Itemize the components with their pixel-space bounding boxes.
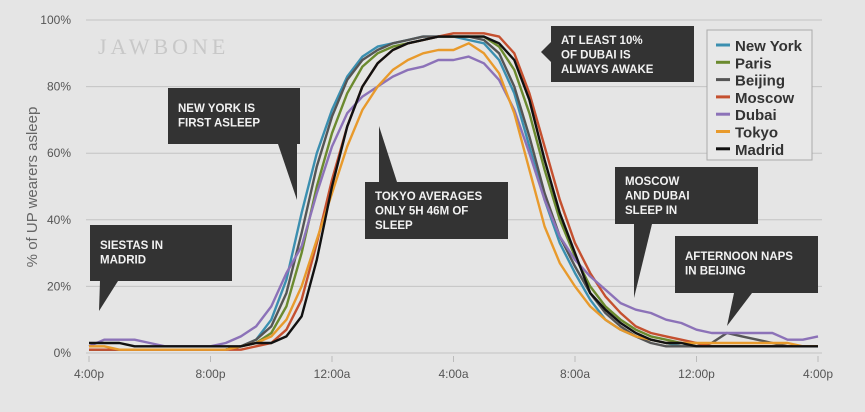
callout-box (168, 88, 300, 144)
legend-item: Beijing (716, 73, 785, 90)
y-tick-label: 0% (54, 346, 72, 360)
x-tick-label: 4:00p (74, 367, 104, 381)
legend-item: Paris (716, 55, 772, 72)
series-lines (88, 32, 819, 351)
series-line-tokyo (89, 42, 818, 351)
annotation-callout: MOSCOW AND DUBAI SLEEP IN (615, 167, 758, 298)
annotation-callout: AT LEAST 10% OF DUBAI IS ALWAYS AWAKE (541, 26, 694, 82)
x-axis-ticks: 4:00p 8:00p 12:00a 4:00a 8:00a 12:00p 4:00p (74, 356, 833, 381)
callout-pointer (278, 144, 297, 200)
annotation-callout: TOKYO AVERAGES ONLY 5H 46M OF SLEEP (365, 126, 508, 239)
callout-pointer (541, 42, 551, 62)
legend-label: Tokyo (735, 125, 778, 142)
callout-pointer (379, 126, 397, 182)
callout-box (551, 26, 694, 82)
callout-pointer (727, 293, 752, 326)
callout-text: MOSCOW (625, 176, 679, 188)
legend-item: Tokyo (716, 125, 778, 142)
callout-text: SIESTAS IN (100, 240, 163, 252)
callout-text: ALWAYS AWAKE (561, 64, 654, 76)
legend-label: Paris (735, 55, 772, 72)
callout-text: AT LEAST 10% (561, 35, 643, 47)
x-tick-label: 12:00a (314, 367, 351, 381)
annotation-callout: NEW YORK IS FIRST ASLEEP (168, 88, 300, 200)
y-tick-label: 60% (47, 146, 71, 160)
callout-text: OF DUBAI IS (561, 50, 631, 62)
legend-label: New York (735, 38, 803, 55)
callout-text: MADRID (100, 255, 146, 267)
x-tick-label: 4:00a (438, 367, 468, 381)
callout-text: FIRST ASLEEP (178, 118, 260, 130)
callout-text: SLEEP IN (625, 205, 677, 217)
y-axis-ticks: 0% 20% 40% 60% 80% 100% (40, 13, 71, 360)
x-tick-label: 8:00p (195, 367, 225, 381)
legend-item: Dubai (716, 107, 777, 124)
annotation-callout: SIESTAS IN MADRID (90, 225, 232, 311)
legend-label: Dubai (735, 107, 777, 124)
legend-label: Madrid (735, 142, 784, 159)
y-tick-label: 100% (40, 13, 71, 27)
y-tick-label: 40% (47, 213, 71, 227)
y-tick-label: 20% (47, 279, 71, 293)
legend-item: Madrid (716, 142, 784, 159)
y-tick-label: 80% (47, 80, 71, 94)
callout-pointer (99, 281, 118, 311)
callout-box (615, 167, 758, 224)
y-axis-label: % of UP wearers asleep (24, 107, 41, 268)
callout-text: AND DUBAI (625, 191, 690, 203)
series-line-madrid (89, 35, 818, 348)
legend-item: Moscow (716, 90, 795, 107)
legend-label: Moscow (735, 90, 795, 107)
callout-box (365, 182, 508, 239)
legend-item: New York (716, 38, 803, 55)
callout-text: IN BEIJING (685, 266, 746, 278)
x-tick-label: 12:00p (678, 367, 715, 381)
callout-text: SLEEP (375, 220, 413, 232)
callout-text: ONLY 5H 46M OF (375, 206, 468, 218)
x-tick-label: 4:00p (803, 367, 833, 381)
callout-text: NEW YORK IS (178, 103, 255, 115)
annotations: SIESTAS IN MADRID NEW YORK IS FIRST ASLEEP T… (90, 26, 818, 326)
callout-box (675, 236, 818, 293)
callout-pointer (634, 224, 652, 298)
x-tick-label: 8:00a (560, 367, 590, 381)
legend-label: Beijing (735, 73, 785, 90)
legend: New YorkParisBeijingMoscowDubaiTokyoMadr… (706, 29, 813, 161)
callout-text: TOKYO AVERAGES (375, 191, 482, 203)
jawbone-watermark: JAWBONE (98, 34, 229, 59)
annotation-callout: AFTERNOON NAPS IN BEIJING (675, 236, 818, 326)
legend-box (706, 29, 813, 161)
callout-box (90, 225, 232, 281)
callout-text: AFTERNOON NAPS (685, 251, 793, 263)
